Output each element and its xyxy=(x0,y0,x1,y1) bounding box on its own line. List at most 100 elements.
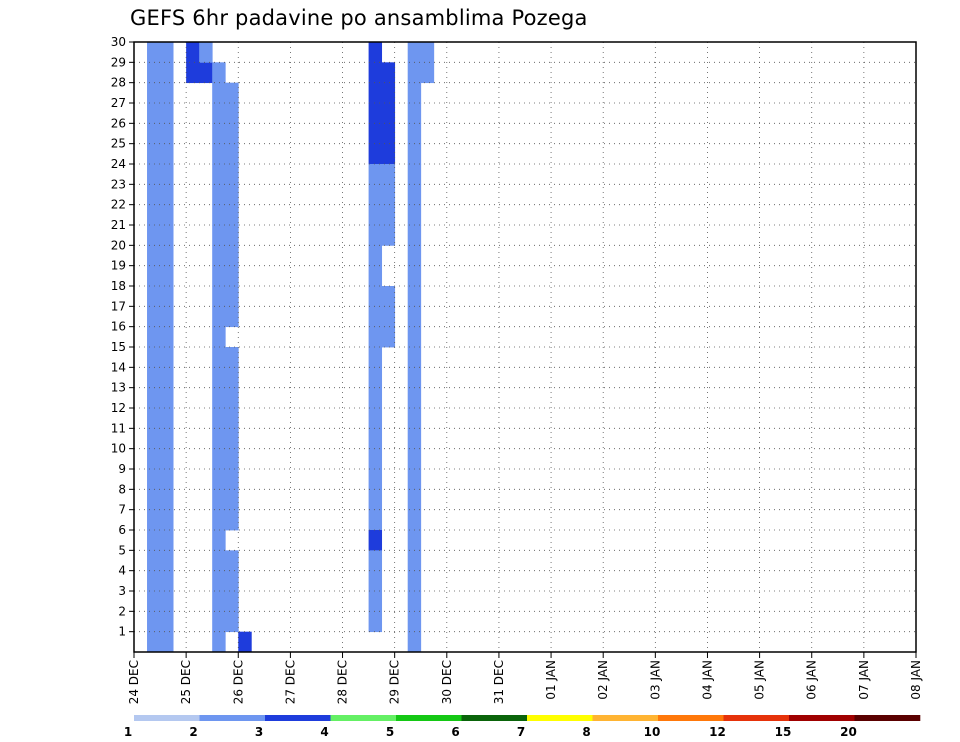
heatmap-cell xyxy=(381,306,396,328)
heatmap-cell xyxy=(381,326,396,348)
heatmap-cell xyxy=(407,286,422,307)
heatmap-cell xyxy=(381,82,396,104)
y-tick-label: 13 xyxy=(111,381,126,395)
heatmap-cells xyxy=(147,42,435,653)
heatmap-cell xyxy=(225,509,239,531)
legend-label: 6 xyxy=(451,725,459,739)
heatmap-cell xyxy=(225,286,239,307)
heatmap-cell xyxy=(160,245,174,267)
legend-swatch xyxy=(723,715,790,721)
heatmap-cell xyxy=(212,530,226,551)
heatmap-cell xyxy=(160,184,174,206)
heatmap-cell xyxy=(368,570,383,592)
heatmap-cell xyxy=(212,286,226,307)
legend-swatch xyxy=(592,715,659,721)
heatmap-cell xyxy=(407,530,422,551)
heatmap-cell xyxy=(147,347,161,368)
heatmap-cell xyxy=(368,326,383,348)
heatmap-cell xyxy=(160,469,174,490)
heatmap-cell xyxy=(368,347,383,368)
heatmap-cell xyxy=(147,387,161,409)
heatmap-cell xyxy=(212,225,226,246)
heatmap-cell xyxy=(368,530,383,551)
heatmap-cell xyxy=(407,103,422,124)
heatmap-cell xyxy=(407,489,422,511)
heatmap-cell xyxy=(381,164,396,185)
heatmap-cell xyxy=(368,448,383,470)
heatmap-cell xyxy=(147,550,161,572)
heatmap-cell xyxy=(407,591,422,612)
heatmap-cell xyxy=(212,509,226,531)
heatmap-cell xyxy=(212,62,226,84)
heatmap-cell xyxy=(368,509,383,531)
heatmap-cell xyxy=(368,62,383,84)
legend-swatch xyxy=(854,715,921,721)
heatmap-cell xyxy=(160,123,174,145)
legend-label: 4 xyxy=(320,725,328,739)
heatmap-cell xyxy=(238,631,252,653)
heatmap-cell xyxy=(381,204,396,226)
heatmap-cell xyxy=(147,164,161,185)
heatmap-cell xyxy=(147,408,161,429)
heatmap-cell xyxy=(407,469,422,490)
heatmap-cell xyxy=(225,103,239,124)
heatmap-cell xyxy=(160,631,174,653)
heatmap-cell xyxy=(147,448,161,470)
y-tick-label: 29 xyxy=(111,55,126,69)
heatmap-cell xyxy=(368,306,383,328)
y-tick-label: 21 xyxy=(111,218,126,232)
heatmap-cell xyxy=(381,286,396,307)
heatmap-cell xyxy=(212,591,226,612)
heatmap-cell xyxy=(147,103,161,124)
y-tick-label: 3 xyxy=(118,584,126,598)
y-tick-label: 28 xyxy=(111,76,126,90)
heatmap-cell xyxy=(225,469,239,490)
heatmap-cell xyxy=(225,367,239,389)
heatmap-cell xyxy=(368,42,383,63)
legend-label: 5 xyxy=(386,725,394,739)
heatmap-cell xyxy=(147,82,161,104)
heatmap-cell xyxy=(147,245,161,267)
heatmap-cell xyxy=(407,448,422,470)
heatmap-cell xyxy=(381,62,396,84)
heatmap-cell xyxy=(160,204,174,226)
y-tick-label: 25 xyxy=(111,137,126,151)
y-tick-label: 10 xyxy=(111,442,126,456)
heatmap-cell xyxy=(407,42,422,63)
heatmap-cell xyxy=(147,306,161,328)
heatmap-cell xyxy=(368,164,383,185)
heatmap-cell xyxy=(212,387,226,409)
legend-label: 8 xyxy=(582,725,590,739)
heatmap-cell xyxy=(407,509,422,531)
heatmap-cell xyxy=(186,62,200,84)
y-tick-label: 2 xyxy=(118,604,126,618)
x-tick-label: 29 DEC xyxy=(388,660,402,704)
legend-swatch xyxy=(396,715,462,721)
heatmap-cell xyxy=(407,367,422,389)
heatmap-cell xyxy=(225,184,239,206)
heatmap-cell xyxy=(147,265,161,287)
heatmap-cell xyxy=(407,306,422,328)
legend-label: 10 xyxy=(644,725,661,739)
heatmap-cell xyxy=(225,265,239,287)
heatmap-cell xyxy=(160,225,174,246)
heatmap-cell xyxy=(147,570,161,592)
color-legend: 1 2 3 4 5 6 7 8 10 12 15 20 xyxy=(124,715,921,739)
x-tick-label: 25 DEC xyxy=(179,660,193,704)
y-tick-label: 8 xyxy=(118,482,126,496)
heatmap-cell xyxy=(368,225,383,246)
heatmap-cell xyxy=(212,367,226,389)
heatmap-cell xyxy=(407,387,422,409)
heatmap-cell xyxy=(147,591,161,612)
grid-lines xyxy=(134,42,916,652)
heatmap-cell xyxy=(147,631,161,653)
heatmap-cell xyxy=(368,367,383,389)
x-tick-label: 24 DEC xyxy=(127,660,141,704)
legend-label: 20 xyxy=(840,725,857,739)
heatmap-cell xyxy=(225,225,239,246)
legend-label: 12 xyxy=(709,725,726,739)
x-tick-label: 03 JAN xyxy=(648,660,662,700)
heatmap-cell xyxy=(147,469,161,490)
heatmap-cell xyxy=(212,489,226,511)
y-tick-label: 30 xyxy=(111,35,126,49)
